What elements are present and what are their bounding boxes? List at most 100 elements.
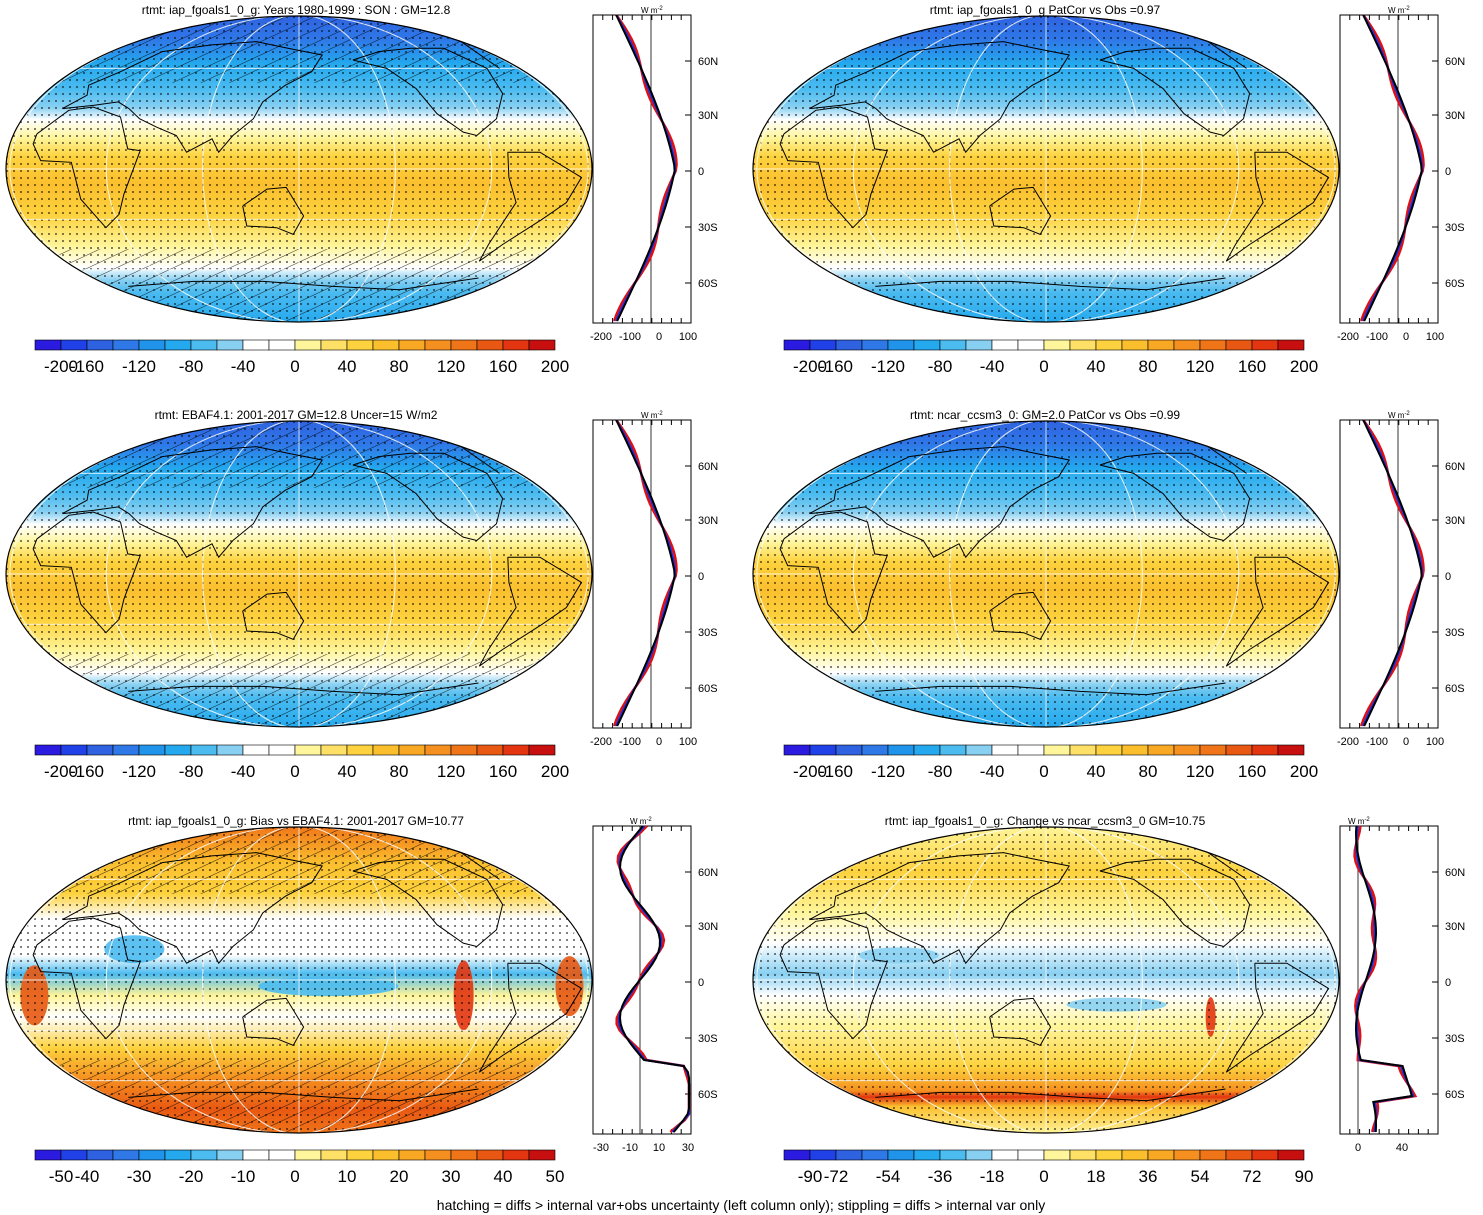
- colorbar-swatch: [939, 339, 967, 351]
- colorbar-swatch: [835, 744, 863, 756]
- zonal-unit-label: W m-2: [1348, 817, 1370, 826]
- latitude-label: 30S: [1445, 1033, 1465, 1045]
- colorbar-swatch: [1147, 744, 1175, 756]
- zonal-mean-plot: 60N 30N 0 30S 60S -200 -100 0 100 W m-2: [1337, 411, 1483, 765]
- colorbar-label: -160: [819, 762, 853, 781]
- colorbar-swatch: [398, 744, 426, 756]
- colorbar-label: 0: [1039, 357, 1048, 376]
- zonal-xtick-label: 100: [1426, 736, 1444, 748]
- colorbar-swatch: [242, 1149, 270, 1161]
- zonal-xtick-label: 0: [656, 331, 662, 343]
- panel-title: rtmt: ncar_ccsm3_0: GM=2.0 PatCor vs Obs…: [909, 408, 1181, 422]
- coastline: [352, 858, 504, 948]
- coastline: [1099, 452, 1251, 542]
- colorbar-label: 200: [541, 357, 569, 376]
- colorbar-swatch: [783, 339, 811, 351]
- colorbar-swatch: [1095, 1149, 1123, 1161]
- coastline: [989, 186, 1052, 236]
- coastline: [989, 591, 1052, 641]
- latitude-label: 60N: [1445, 461, 1465, 473]
- colorbar-swatch: [887, 1149, 915, 1161]
- colorbar-swatch: [1277, 339, 1305, 351]
- coastline: [32, 917, 141, 1040]
- colorbar-swatch: [34, 744, 62, 756]
- colorbar-label: 120: [1186, 357, 1214, 376]
- colorbar-swatch: [164, 1149, 192, 1161]
- latitude-label: 60S: [1445, 1089, 1465, 1101]
- colorbar-swatch: [112, 744, 140, 756]
- colorbar-swatch: [268, 744, 296, 756]
- zonal-xtick-label: 100: [679, 736, 697, 748]
- colorbar-swatch: [1069, 1149, 1097, 1161]
- coastline: [1099, 858, 1251, 948]
- colorbar-swatch: [1121, 744, 1149, 756]
- colorbar-label: 18: [1087, 1167, 1106, 1186]
- colorbar-label: 120: [437, 762, 465, 781]
- colorbar-swatch: [528, 744, 556, 756]
- colorbar-swatch: [887, 339, 915, 351]
- colorbar-swatch: [1095, 339, 1123, 351]
- zonal-mean-plot: 60N 30N 0 30S 60S -200 -100 0 100 W m-2: [1337, 6, 1483, 360]
- colorbar-swatch: [346, 744, 374, 756]
- zonal-unit-label: W m-2: [630, 817, 652, 826]
- colorbar-label: 72: [1243, 1167, 1262, 1186]
- colorbar-label: 0: [1039, 1167, 1048, 1186]
- colorbar-swatch: [476, 339, 504, 351]
- colorbar-swatch: [502, 1149, 530, 1161]
- colorbar-label: 80: [1139, 357, 1158, 376]
- colorbar-label: 0: [1039, 762, 1048, 781]
- zonal-xtick-label: -200: [590, 736, 612, 748]
- colorbar-swatch: [60, 1149, 88, 1161]
- colorbar-label: -20: [179, 1167, 204, 1186]
- colorbar-swatch: [1069, 744, 1097, 756]
- colorbar-label: 120: [1186, 762, 1214, 781]
- zonal-xtick-label: -200: [1337, 736, 1359, 748]
- zonal-xtick-label: 0: [1403, 736, 1409, 748]
- colorbar-swatch: [1147, 339, 1175, 351]
- colorbar-swatch: [86, 339, 114, 351]
- colorbar-label: 20: [390, 1167, 409, 1186]
- colorbar-label: 40: [494, 1167, 513, 1186]
- colorbar-label: -30: [127, 1167, 152, 1186]
- coastline: [809, 41, 1071, 154]
- coastline: [1225, 962, 1330, 1073]
- map-p1: [5, 15, 593, 323]
- colorbar-label: -200: [793, 762, 827, 781]
- zonal-xtick-label: -200: [1337, 331, 1359, 343]
- colorbar-swatch: [1043, 339, 1071, 351]
- latitude-label: 60S: [1445, 683, 1465, 695]
- latitude-label: 60N: [1445, 867, 1465, 879]
- coastline: [242, 186, 305, 236]
- colorbar-swatch: [450, 1149, 478, 1161]
- zonal-unit-label: W m-2: [1388, 6, 1410, 15]
- coastline: [809, 446, 1071, 559]
- coastline: [352, 452, 504, 542]
- colorbar-swatch: [502, 339, 530, 351]
- colorbar-swatch: [991, 339, 1019, 351]
- colorbar-label: 40: [1087, 357, 1106, 376]
- colorbar-swatch: [1017, 339, 1045, 351]
- latitude-label: 60N: [698, 461, 718, 473]
- colorbar-swatch: [1043, 744, 1071, 756]
- zonal-xtick-label: -30: [593, 1142, 609, 1154]
- colorbar-swatch: [424, 744, 452, 756]
- coastline: [875, 1088, 1226, 1102]
- colorbar-label: -40: [980, 357, 1005, 376]
- latitude-label: 60N: [1445, 56, 1465, 68]
- colorbar-swatch: [34, 339, 62, 351]
- colorbar-swatch: [450, 744, 478, 756]
- colorbar-swatch: [809, 339, 837, 351]
- colorbar-swatch: [1251, 1149, 1279, 1161]
- colorbar-swatch: [913, 744, 941, 756]
- colorbar-label: 10: [338, 1167, 357, 1186]
- colorbar: -200 -160 -120 -80 -40 0 40 80 120 160 200: [783, 744, 1318, 781]
- coastline: [62, 41, 324, 154]
- colorbar-swatch: [1173, 1149, 1201, 1161]
- colorbar-label: -80: [928, 357, 953, 376]
- colorbar-swatch: [835, 1149, 863, 1161]
- coastline: [875, 277, 1226, 291]
- colorbar-swatch: [112, 339, 140, 351]
- coastline: [779, 106, 888, 229]
- colorbar-swatch: [164, 744, 192, 756]
- zonal-mean-plot: 60N 30N 0 30S 60S 0 40 W m-2: [1339, 817, 1483, 1171]
